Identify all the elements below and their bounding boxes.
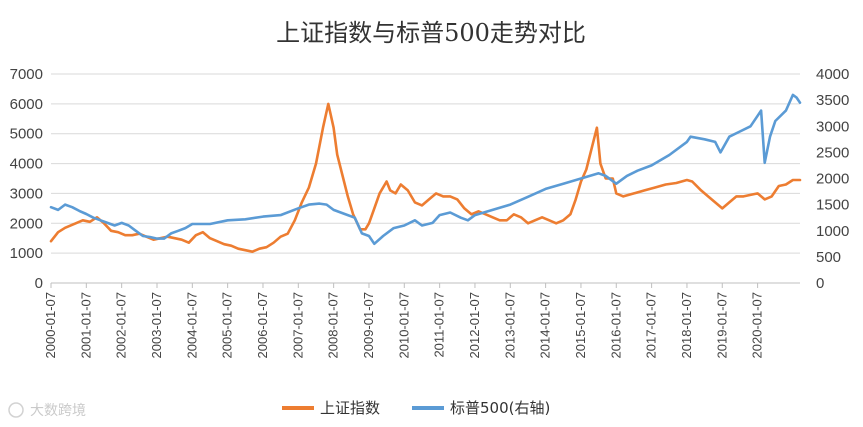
x-tick-label: 2003-01-07: [149, 292, 164, 359]
chart-title: 上证指数与标普500走势对比: [276, 19, 586, 47]
left-tick-label: 5000: [10, 126, 43, 143]
left-tick-label: 4000: [10, 156, 43, 173]
legend-label-shanghai: 上证指数: [320, 399, 380, 417]
left-tick-label: 7000: [10, 66, 43, 83]
x-tick-label: 2004-01-07: [184, 292, 199, 359]
x-tick-label: 2017-01-07: [644, 292, 659, 359]
x-tick-label: 2014-01-07: [538, 292, 553, 359]
x-tick-label: 2019-01-07: [714, 292, 729, 359]
x-tick-label: 2006-01-07: [255, 292, 270, 359]
watermark-text: 大数跨境: [30, 403, 86, 419]
x-tick-label: 2007-01-07: [290, 292, 305, 359]
right-axis: 0 500 1000 1500 2000 2500 3000 3500 4000: [816, 66, 849, 292]
x-tick-label: 2016-01-07: [608, 292, 623, 359]
gridlines: [51, 73, 800, 284]
right-tick-label: 1500: [816, 197, 849, 214]
series-lines: [49, 93, 802, 253]
series-line-1: [49, 93, 802, 246]
right-tick-label: 2500: [816, 144, 849, 161]
x-tick-label: 2020-01-07: [750, 292, 765, 359]
left-tick-label: 1000: [10, 245, 43, 262]
watermark: 大数跨境: [8, 402, 86, 419]
right-tick-label: 0: [816, 275, 824, 292]
x-tick-label: 2008-01-07: [326, 292, 341, 359]
right-tick-label: 4000: [816, 66, 849, 83]
x-axis: 2000-01-07 2001-01-07 2002-01-07 2003-01-07…: [43, 283, 765, 359]
x-tick-label: 2012-01-07: [467, 292, 482, 359]
x-tick-label: 2005-01-07: [220, 292, 235, 359]
x-tick-label: 2001-01-07: [78, 292, 93, 359]
right-tick-label: 2000: [816, 171, 849, 188]
x-tick-label: 2011-01-07: [432, 292, 447, 358]
series-line-0: [49, 102, 802, 253]
left-tick-label: 0: [35, 275, 43, 292]
right-tick-label: 3000: [816, 118, 849, 135]
left-tick-label: 2000: [10, 215, 43, 232]
right-tick-label: 3500: [816, 92, 849, 109]
right-tick-label: 500: [816, 249, 841, 266]
x-tick-label: 2010-01-07: [396, 292, 411, 359]
left-axis: 0 1000 2000 3000 4000 5000 6000 7000: [10, 66, 43, 292]
legend: 上证指数 标普500(右轴): [282, 399, 550, 417]
watermark-logo-icon: [8, 402, 24, 418]
x-tick-label: 2002-01-07: [114, 292, 129, 359]
x-tick-label: 2018-01-07: [679, 292, 694, 359]
x-tick-label: 2013-01-07: [502, 292, 517, 359]
legend-label-sp500: 标普500(右轴): [450, 399, 550, 417]
right-tick-label: 1000: [816, 223, 849, 240]
left-tick-label: 6000: [10, 96, 43, 113]
x-tick-label: 2015-01-07: [573, 292, 588, 359]
x-tick-label: 2009-01-07: [361, 292, 376, 359]
left-tick-label: 3000: [10, 185, 43, 202]
x-tick-label: 2000-01-07: [43, 292, 58, 359]
